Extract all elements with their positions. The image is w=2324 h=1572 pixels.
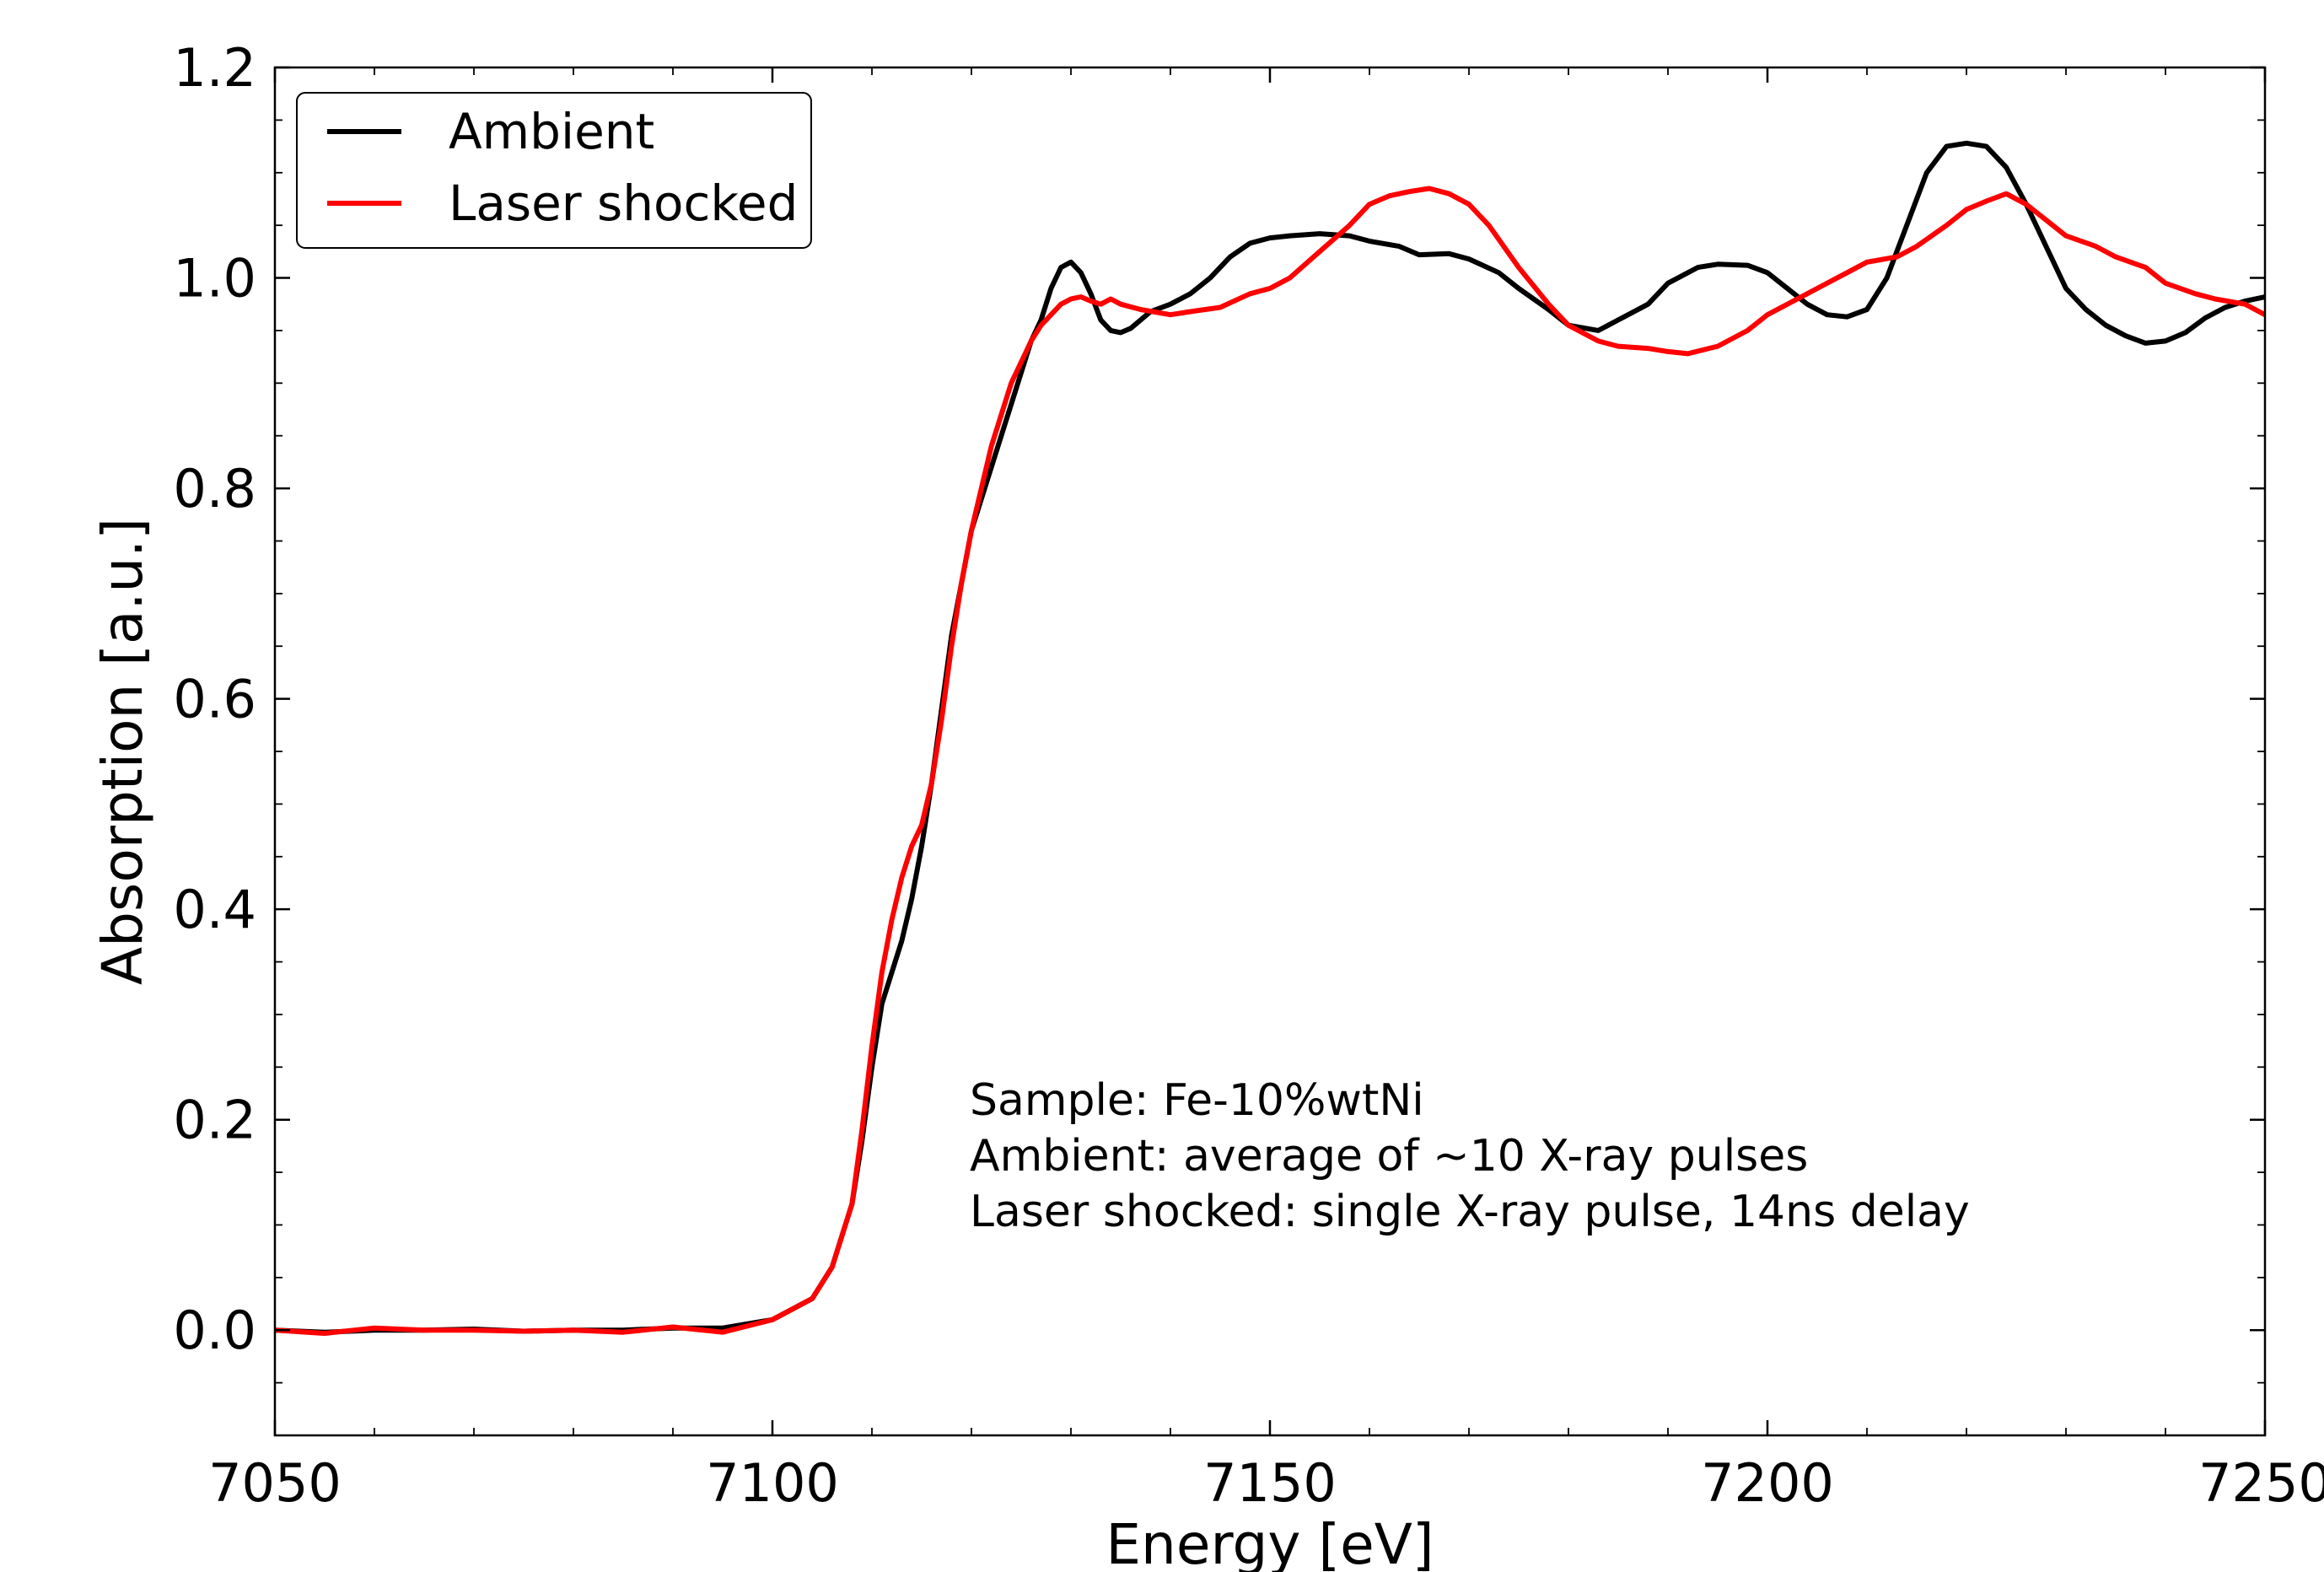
- y-tick-label: 1.0: [173, 248, 256, 310]
- y-tick-label: 0.8: [173, 458, 256, 520]
- annotation-sample: Sample: Fe-10%wtNi: [970, 1075, 1424, 1126]
- annotation-ambient: Ambient: average of ~10 X-ray pulses: [970, 1131, 1808, 1182]
- y-tick-label: 1.2: [173, 37, 256, 99]
- y-tick-label: 0.6: [173, 669, 256, 730]
- y-tick-label: 0.2: [173, 1090, 256, 1151]
- x-tick-label: 7050: [208, 1452, 342, 1514]
- annotation-laser-shocked: Laser shocked: single X-ray pulse, 14ns …: [970, 1187, 1970, 1237]
- x-tick-label: 7200: [1701, 1452, 1834, 1514]
- legend: Ambient Laser shocked: [296, 92, 812, 249]
- x-tick-label: 7250: [2198, 1452, 2324, 1514]
- legend-label-laser-shocked: Laser shocked: [449, 175, 798, 232]
- legend-label-ambient: Ambient: [449, 103, 654, 160]
- y-axis-label: Absorption [a.u.]: [90, 518, 155, 985]
- y-tick-label: 0.0: [173, 1300, 256, 1361]
- x-tick-label: 7150: [1203, 1452, 1337, 1514]
- legend-box: [296, 92, 812, 249]
- y-tick-label: 0.4: [173, 879, 256, 940]
- annotation-block: Sample: Fe-10%wtNi Ambient: average of ~…: [970, 1075, 1970, 1237]
- series-layer: [275, 140, 2265, 1336]
- ticks-layer: 7050 7100 7150 7200 7250 0.0 0.2 0.4 0.6 0.8 1.0 1.…: [173, 37, 2324, 1514]
- x-axis-label: Energy [eV]: [1106, 1512, 1434, 1572]
- x-tick-label: 7100: [706, 1452, 839, 1514]
- series-line-laser-shocked: [275, 186, 2265, 1336]
